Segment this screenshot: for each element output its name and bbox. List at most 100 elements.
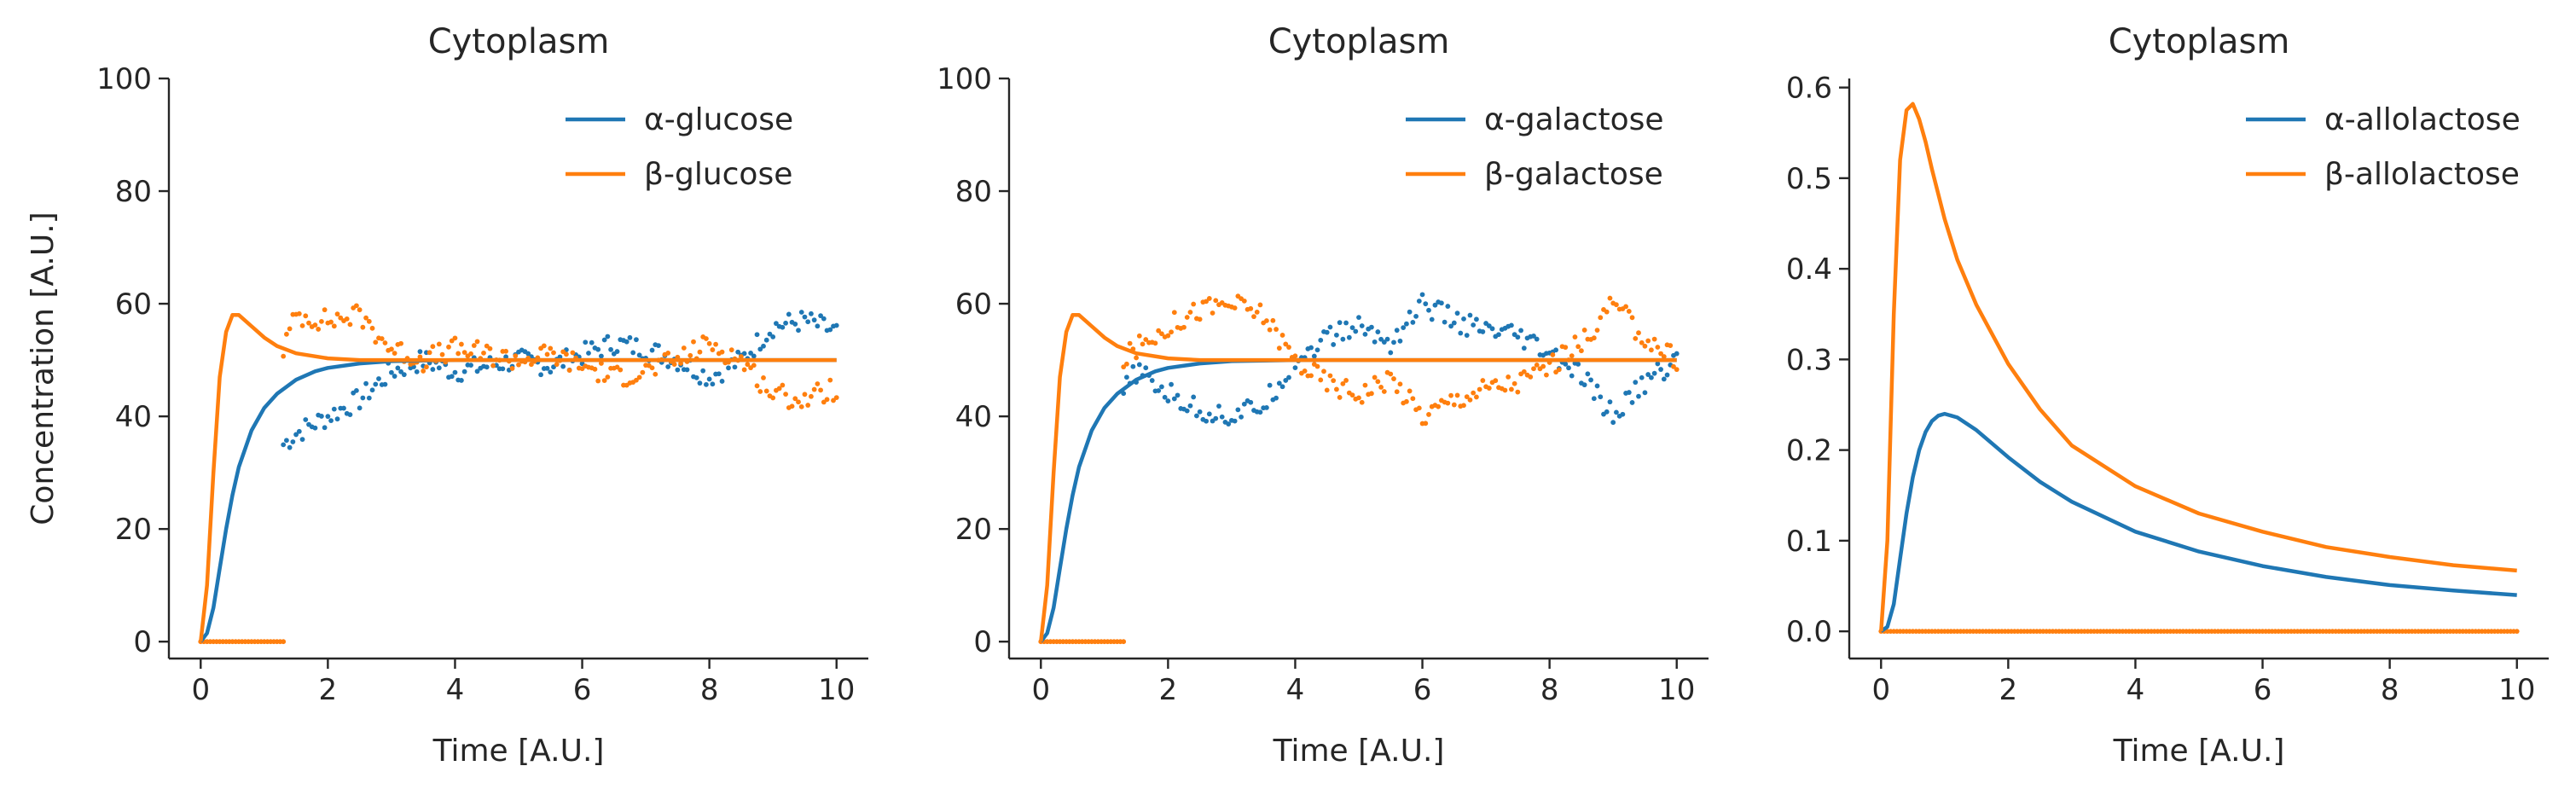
scatter-point xyxy=(1187,310,1193,315)
scatter-point xyxy=(560,363,566,369)
scatter-point xyxy=(761,343,766,349)
scatter-point xyxy=(653,371,659,377)
scatter-point xyxy=(1346,334,1352,340)
scatter-point xyxy=(1413,313,1419,319)
scatter-point xyxy=(1467,397,1473,403)
scatter-point xyxy=(678,361,683,366)
scatter-point xyxy=(421,368,426,374)
scatter-point xyxy=(312,425,318,431)
scatter-point xyxy=(1159,384,1164,390)
scatter-point xyxy=(1585,371,1591,377)
scatter-point xyxy=(1248,305,1254,311)
scatter-point xyxy=(792,396,798,402)
scatter-point xyxy=(1337,320,1343,326)
scatter-point xyxy=(1321,368,1326,374)
scatter-point xyxy=(649,347,655,353)
scatter-point xyxy=(739,354,744,359)
scatter-point xyxy=(284,438,289,444)
scatter-point xyxy=(1581,382,1587,388)
scatter-point xyxy=(1464,394,1470,400)
x-tick-label: 0 xyxy=(1871,673,1890,707)
scatter-point xyxy=(1607,295,1613,301)
scatter-point xyxy=(1655,361,1661,367)
scatter-point xyxy=(1636,330,1641,336)
scatter-point xyxy=(284,331,289,337)
scatter-point xyxy=(1461,316,1466,322)
scatter-point xyxy=(1426,412,1431,417)
x-tick-label: 8 xyxy=(1540,673,1559,707)
scatter-point xyxy=(1381,389,1387,394)
scatter-point xyxy=(1458,330,1464,336)
scatter-point xyxy=(1579,348,1584,354)
scatter-point xyxy=(1661,354,1667,359)
x-tick-label: 2 xyxy=(1159,673,1178,707)
scatter-point xyxy=(1575,344,1581,350)
scatter-point xyxy=(389,369,394,375)
scatter-point xyxy=(1273,395,1279,401)
scatter-point xyxy=(1124,361,1129,367)
x-tick-label: 0 xyxy=(1031,673,1050,707)
scatter-point xyxy=(605,334,611,339)
scatter-point xyxy=(1474,316,1479,322)
scatter-point xyxy=(1136,362,1142,368)
scatter-point xyxy=(640,369,646,375)
scatter-point xyxy=(1134,355,1139,361)
scatter-point xyxy=(1534,336,1540,342)
scatter-point xyxy=(1506,374,1511,380)
scatter-point xyxy=(287,444,293,450)
x-tick-label: 4 xyxy=(1286,673,1305,707)
scatter-point xyxy=(366,318,372,324)
scatter-point xyxy=(599,361,604,366)
scatter-point xyxy=(1162,394,1168,400)
scatter-point xyxy=(430,367,436,372)
scatter-point xyxy=(373,339,379,345)
scatter-point xyxy=(1623,304,1628,310)
scatter-point xyxy=(1401,325,1407,330)
scatter-point xyxy=(1629,400,1635,405)
scatter-point xyxy=(1607,399,1613,405)
scatter-point xyxy=(1563,345,1569,351)
scatter-point xyxy=(763,388,769,394)
scatter-point xyxy=(1232,418,1238,424)
x-tick-label: 2 xyxy=(1999,673,2018,707)
scatter-point xyxy=(1171,310,1177,316)
scatter-point xyxy=(792,322,798,327)
scatter-point xyxy=(376,376,381,381)
scatter-point xyxy=(1331,342,1337,347)
scatter-point xyxy=(1610,420,1616,426)
scatter-point xyxy=(614,349,620,354)
chart-title: Cytoplasm xyxy=(2109,22,2290,61)
scatter-point xyxy=(1480,378,1486,383)
scatter-point xyxy=(809,393,814,399)
scatter-point xyxy=(1489,326,1495,332)
scatter-point xyxy=(366,395,372,401)
y-tick-label: 60 xyxy=(115,287,152,322)
scatter-point xyxy=(1184,315,1190,320)
scatter-point xyxy=(1311,353,1317,359)
x-tick-label: 6 xyxy=(573,673,592,707)
legend-label: β-galactose xyxy=(1484,157,1663,192)
scatter-point xyxy=(1426,307,1431,313)
scatter-point xyxy=(811,317,817,323)
scatter-point xyxy=(748,351,753,356)
scatter-point xyxy=(1334,386,1339,392)
scatter-point xyxy=(1493,378,1499,384)
scatter-point xyxy=(1213,415,1219,421)
scatter-point xyxy=(1204,418,1209,424)
scatter-point xyxy=(706,376,712,382)
scatter-point xyxy=(681,345,687,351)
scatter-point xyxy=(570,350,576,356)
scatter-point xyxy=(1575,362,1581,367)
scatter-point xyxy=(461,350,467,356)
scatter-point xyxy=(452,335,458,341)
series-line-1 xyxy=(199,357,837,643)
scatter-point xyxy=(704,381,709,387)
scatter-point xyxy=(786,311,792,317)
scatter-point xyxy=(1356,395,1361,401)
scatter-point xyxy=(1655,345,1661,350)
scatter-point xyxy=(1511,380,1517,386)
scatter-point xyxy=(1314,347,1320,353)
scatter-point xyxy=(798,310,804,315)
scatter-point xyxy=(430,344,436,350)
scatter-point xyxy=(649,365,655,371)
